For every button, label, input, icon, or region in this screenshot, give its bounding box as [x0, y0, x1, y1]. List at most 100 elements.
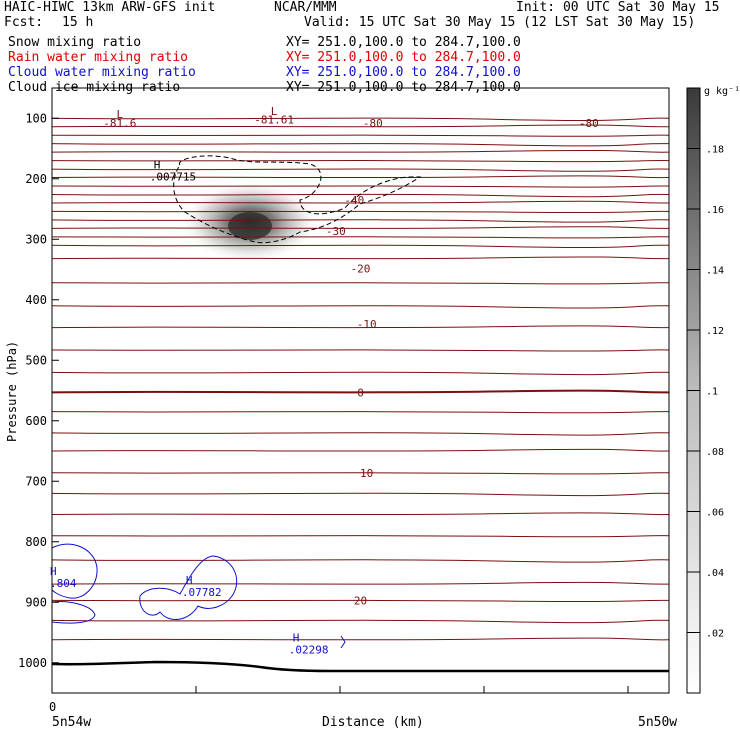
colorbar-tick-label-1: .04	[706, 568, 724, 579]
isotherm-line-7	[52, 175, 669, 179]
plot-area	[52, 117, 669, 673]
temperature-low-marker-1: L	[271, 105, 278, 118]
isotherm-line-30	[52, 559, 669, 563]
field-rain-xy: XY= 251.0,100.0 to 284.7,100.0	[286, 50, 521, 65]
isotherm-line-28	[52, 512, 669, 516]
cloud-water-contour-1	[52, 543, 98, 599]
y-tick-label-6: 700	[25, 474, 47, 488]
valid-time: Valid: 15 UTC Sat 30 May 15 (12 LST Sat …	[304, 15, 696, 30]
isotherm-label-4: -40	[344, 194, 364, 207]
isotherm-line-27	[52, 492, 669, 497]
fcst-label: Fcst:	[4, 15, 44, 30]
isotherm-label-5: -30	[326, 225, 346, 238]
isotherm-line-3	[52, 143, 669, 147]
isotherm-line-32	[52, 599, 669, 603]
isotherm-line-14	[52, 236, 669, 239]
colorbar-tick-label-2: .06	[706, 508, 724, 519]
cloud-water-contour-3	[139, 555, 237, 621]
y-tick-label-4: 500	[25, 353, 47, 367]
isotherm-line-34	[52, 637, 669, 641]
isotherm-line-31	[52, 581, 669, 585]
isotherm-label-3: -80	[579, 117, 599, 130]
isotherm-line-21	[52, 371, 669, 376]
model-title: HAIC-HIWC 13km ARW-GFS init	[4, 0, 216, 15]
colorbar-tick-label-3: .08	[706, 447, 724, 458]
isotherm-line-8	[52, 185, 669, 188]
isotherm-label-9: 10	[360, 467, 373, 480]
temperature-contours	[52, 117, 669, 641]
isotherm-label-10: 20	[354, 594, 367, 607]
colorbar-tick-label-5: .12	[706, 326, 724, 337]
isotherm-line-25	[52, 448, 669, 452]
cloud-water-contour-4	[340, 635, 346, 649]
cloud-water-max-value-1: .07782	[182, 586, 222, 599]
colorbar-tick-label-6: .14	[706, 266, 724, 277]
cloud-water-max-marker-1: H	[186, 574, 193, 587]
isotherm-line-24	[52, 432, 669, 436]
cloud-water-max-value-0: .804	[50, 577, 77, 590]
org-label: NCAR/MMM	[274, 0, 337, 15]
isotherm-line-29	[52, 535, 669, 538]
field-snow-name: Snow mixing ratio	[8, 35, 142, 50]
y-tick-label-2: 300	[25, 232, 47, 246]
isotherm-line-10	[52, 200, 669, 204]
x-tick-label-0: 0	[49, 700, 56, 714]
y-tick-label-5: 600	[25, 414, 47, 428]
x-left-label: 5n54w	[52, 715, 91, 730]
cloud-ice-max-marker: H	[154, 159, 161, 172]
isotherm-label-1: -81.61	[254, 113, 294, 126]
cloud-water-max-value-2: .02298	[289, 644, 329, 657]
cloud-ice-contour	[173, 155, 422, 244]
isotherm-line-15	[52, 244, 669, 249]
fcst-value: 15 h	[62, 15, 94, 30]
isotherm-line-9	[52, 193, 669, 198]
surface-pressure-line	[52, 660, 669, 673]
isotherm-line-1	[52, 124, 669, 128]
x-axis: 0 5n54w Distance (km) 5n50w	[49, 686, 677, 730]
x-axis-label: Distance (km)	[322, 715, 424, 730]
isotherm-line-33	[52, 619, 669, 624]
field-snow-xy: XY= 251.0,100.0 to 284.7,100.0	[286, 35, 521, 50]
y-tick-label-3: 400	[25, 293, 47, 307]
snow-mixing-ratio-core	[228, 212, 272, 240]
colorbar-tick-label-0: .02	[706, 629, 724, 640]
isotherm-label-8: 0	[357, 386, 364, 399]
colorbar-unit: g kg⁻¹	[704, 86, 740, 97]
isotherm-line-4	[52, 149, 669, 153]
y-tick-label-9: 1000	[18, 656, 47, 670]
isotherm-label-7: -10	[357, 318, 377, 331]
y-tick-label-8: 900	[25, 595, 47, 609]
isotherm-line-12	[52, 219, 669, 223]
y-tick-label-7: 800	[25, 535, 47, 549]
isotherm-line-11	[52, 210, 669, 214]
isotherm-line-20	[52, 349, 669, 352]
cloud-water-max-marker-0: H	[50, 565, 57, 578]
isotherm-line-22	[52, 389, 669, 394]
cloud-water-max-marker-2: H	[293, 632, 300, 645]
isotherm-line-23	[52, 411, 669, 414]
init-time: Init: 00 UTC Sat 30 May 15	[516, 0, 720, 15]
isotherm-line-19	[52, 325, 669, 329]
cloud-water-contour-2	[52, 601, 96, 624]
cloud-ice-max-value: .007715	[150, 171, 196, 184]
isotherm-label-6: -20	[351, 262, 371, 275]
field-cloudwater-xy: XY= 251.0,100.0 to 284.7,100.0	[286, 65, 521, 80]
colorbar-tick-label-7: .16	[706, 205, 724, 216]
isotherm-line-2	[52, 134, 669, 137]
colorbar-tick-label-8: .18	[706, 145, 724, 156]
isotherm-line-5	[52, 160, 669, 163]
colorbar: g kg⁻¹ .02 .04 .06 .08 .1 .12 .14 .16 .18	[686, 86, 740, 694]
isotherm-line-17	[52, 282, 669, 285]
temperature-low-marker-0: L	[117, 108, 124, 121]
isotherm-line-26	[52, 472, 669, 475]
field-rain-name: Rain water mixing ratio	[8, 50, 189, 65]
y-tick-label-0: 100	[25, 111, 47, 125]
plot-frame	[51, 87, 670, 694]
y-axis: 100 200 300 400 500 600 700 800 900 1000	[18, 111, 59, 670]
isotherm-label-0: -81.6	[103, 117, 136, 130]
isotherm-label-2: -80	[363, 117, 383, 130]
y-tick-label-1: 200	[25, 172, 47, 186]
isotherm-line-0	[52, 117, 669, 121]
isotherm-line-6	[52, 168, 669, 172]
